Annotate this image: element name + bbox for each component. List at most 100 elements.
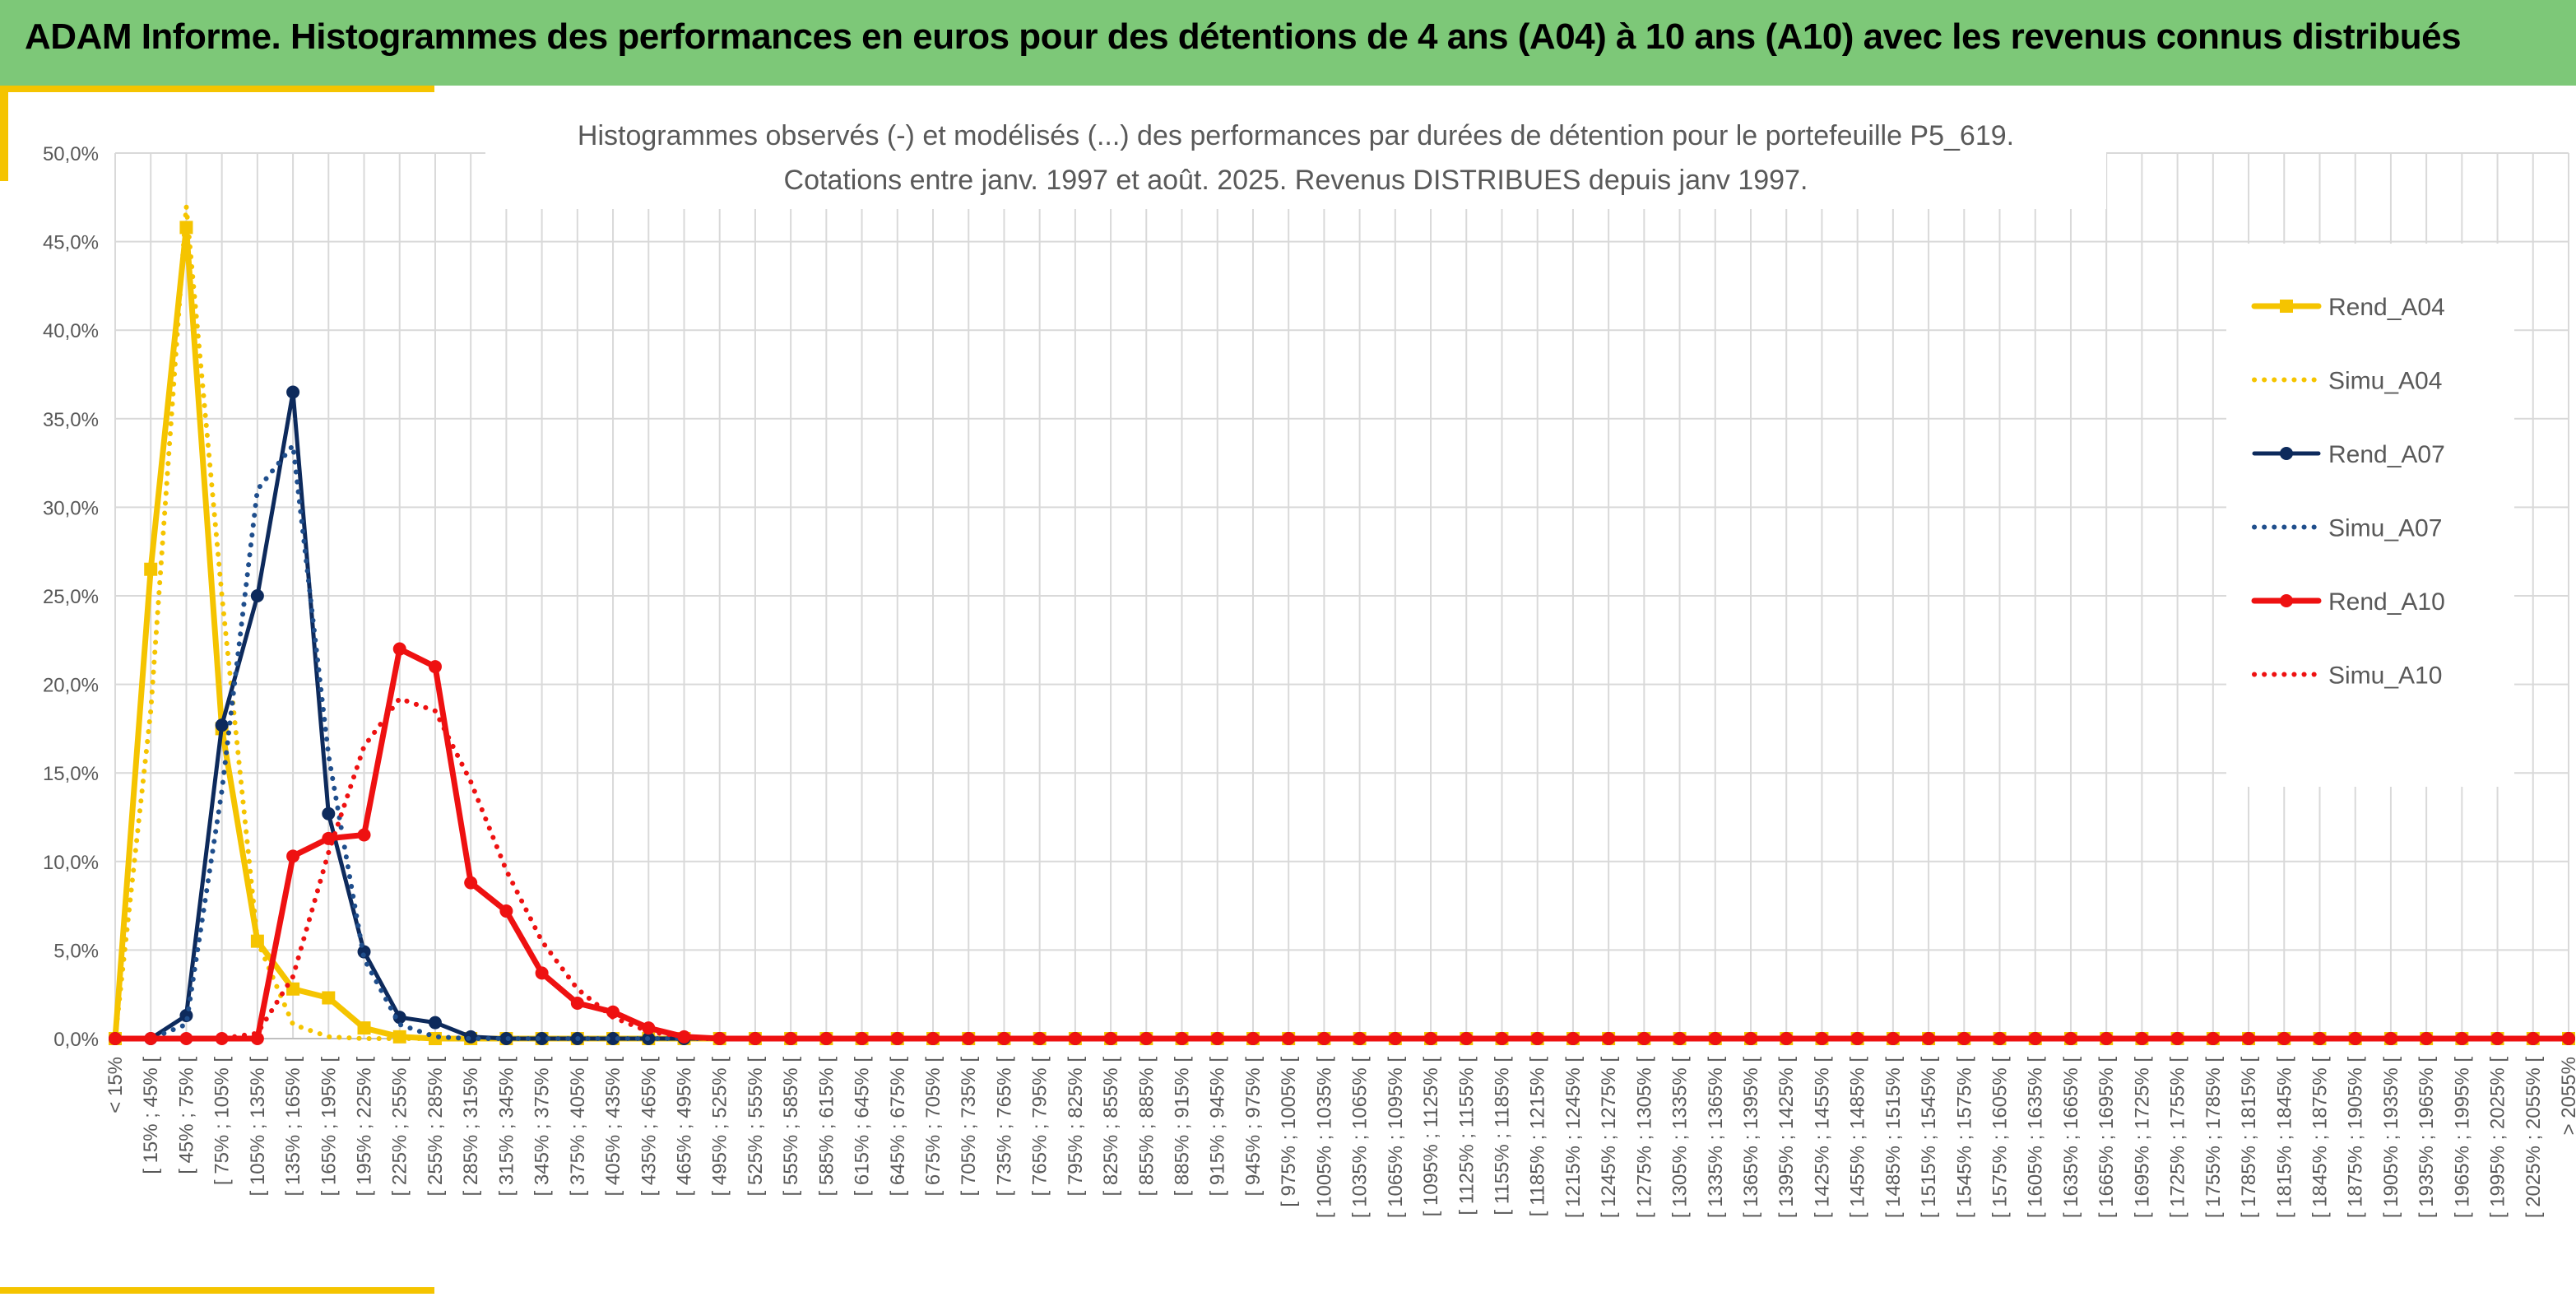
data-point [2420,1032,2434,1045]
x-tick-label: [ 1815% ; 1845% [ [2273,1057,2295,1218]
data-point [2562,1032,2575,1045]
frame-accent-top [0,86,434,92]
x-tick-label: [ 435% ; 465% [ [638,1057,660,1197]
data-point [1353,1032,1367,1045]
x-tick-label: [ 675% ; 705% [ [922,1057,945,1197]
series-Rend_A07 [109,385,2575,1045]
data-point [997,1032,1011,1045]
x-tick-label: [ 915% ; 945% [ [1207,1057,1229,1197]
x-tick-label: [ 585% ; 615% [ [815,1057,838,1197]
y-tick-label: 0,0% [53,1029,99,1051]
legend: Rend_A04 Simu_A04 Rend_A07 Simu_A07 Rend_A10… [2226,244,2514,787]
legend-label: Simu_A07 [2328,515,2442,542]
x-tick-label: [ 495% ; 525% [ [709,1057,731,1197]
x-tick-label: [ 525% ; 555% [ [745,1057,767,1197]
data-point [215,718,229,732]
x-tick-label: [ 705% ; 735% [ [958,1057,980,1197]
x-tick-label: [ 1155% ; 1185% [ [1491,1057,1513,1216]
y-tick-label: 45,0% [43,232,99,254]
x-tick-label: [ 1545% ; 1575% [ [1953,1057,1975,1218]
x-tick-label: [ 285% ; 315% [ [460,1057,482,1197]
x-tick-label: [ 975% ; 1005% [ [1278,1057,1300,1207]
x-tick-label: [ 1755% ; 1785% [ [2202,1057,2225,1218]
data-point [1424,1032,1438,1045]
x-tick-label: [ 1065% ; 1095% [ [1385,1057,1407,1218]
x-tick-label: [ 855% ; 885% [ [1135,1057,1158,1197]
data-point [606,1032,620,1045]
data-point [215,1032,229,1045]
data-point [392,642,406,656]
x-tick-label: [ 165% ; 195% [ [318,1057,340,1197]
x-tick-label: [ 345% ; 375% [ [531,1057,554,1197]
x-tick-label: [ 405% ; 435% [ [602,1057,624,1197]
series-line-Simu_A04 [113,203,2571,1041]
y-tick-label: 35,0% [43,409,99,431]
data-point [1602,1032,1616,1045]
legend-item-Rend_A07: Rend_A07 [2252,441,2445,468]
data-point [322,991,336,1005]
x-tick-label: [ 225% ; 255% [ [389,1057,411,1197]
series-line-Rend_A07 [113,390,2571,1041]
data-point [1246,1032,1260,1045]
x-tick-label: [ 1905% ; 1935% [ [2380,1057,2402,1218]
x-tick-label: [ 315% ; 345% [ [495,1057,518,1197]
x-tick-label: [ 1245% ; 1275% [ [1598,1057,1620,1218]
x-tick-label: [ 1695% ; 1725% [ [2131,1057,2153,1218]
x-tick-label: [ 1125% ; 1155% [ [1455,1057,1478,1216]
legend-label: Simu_A10 [2328,662,2442,690]
data-point [428,660,442,674]
data-point [1780,1032,1794,1045]
report-header-banner: ADAM Informe. Histogrammes des performan… [0,0,2576,86]
x-tick-label: [ 1485% ; 1515% [ [1882,1057,1905,1218]
chart-area: 0,0% 5,0% 10,0% 15,0% 20,0% 25,0% 30,0% 35,0% 40… [0,86,2576,1297]
data-point [144,1032,158,1045]
x-tick-label: [ 1005% ; 1035% [ [1313,1057,1335,1218]
x-tick-label: [ 2025% ; 2055% [ [2523,1057,2545,1218]
y-tick-label: 50,0% [43,143,99,165]
x-tick-label: [ 1785% ; 1815% [ [2238,1057,2260,1218]
x-tick-label: > 2055% [2558,1057,2576,1135]
data-point [2277,1032,2291,1045]
legend-item-Simu_A10: Simu_A10 [2252,662,2442,690]
x-tick-label: [ 1335% ; 1365% [ [1705,1057,1727,1218]
data-point [1175,1032,1189,1045]
x-tick-label: [ 615% ; 645% [ [852,1057,874,1197]
x-tick-label: [ 1605% ; 1635% [ [2025,1057,2047,1218]
data-point [1530,1032,1544,1045]
series-lines [109,203,2575,1045]
data-point [1850,1032,1864,1045]
data-point [2170,1032,2184,1045]
data-point [464,1030,478,1044]
x-tick-label: [ 795% ; 825% [ [1065,1057,1087,1197]
x-tick-label: [ 1395% ; 1425% [ [1775,1057,1798,1218]
data-point [606,1005,620,1019]
x-tick-label: < 15% [104,1057,127,1113]
series-line-Simu_A10 [113,695,2571,1041]
y-tick-label: 5,0% [53,940,99,962]
legend-label: Simu_A04 [2328,368,2442,395]
data-point [2490,1032,2504,1045]
legend-marker [2280,594,2293,607]
data-point [2526,1032,2540,1045]
y-tick-label: 25,0% [43,586,99,608]
series-Rend_A10 [109,642,2575,1045]
x-tick-label: [ 465% ; 495% [ [673,1057,695,1197]
series-line-Rend_A04 [112,224,2572,1042]
data-point [428,1016,442,1030]
data-point [357,828,371,842]
data-point [1922,1032,1936,1045]
x-tick-label: [ 1185% ; 1215% [ [1527,1057,1549,1217]
data-point [464,876,478,890]
data-point [144,562,158,576]
data-point [677,1030,691,1044]
x-tick-label: [ 255% ; 285% [ [425,1057,447,1197]
x-tick-label: [ 15% ; 45% [ [140,1057,162,1174]
x-tick-label: [ 1035% ; 1065% [ [1349,1057,1372,1218]
data-point [322,807,336,821]
y-tick-label: 10,0% [43,852,99,874]
x-tick-label: [ 735% ; 765% [ [993,1057,1015,1197]
report-title: ADAM Informe. Histogrammes des performan… [25,16,2462,57]
x-tick-label: [ 555% ; 585% [ [780,1057,802,1197]
x-tick-label: [ 135% ; 165% [ [282,1057,304,1197]
legend-marker [2280,300,2293,313]
